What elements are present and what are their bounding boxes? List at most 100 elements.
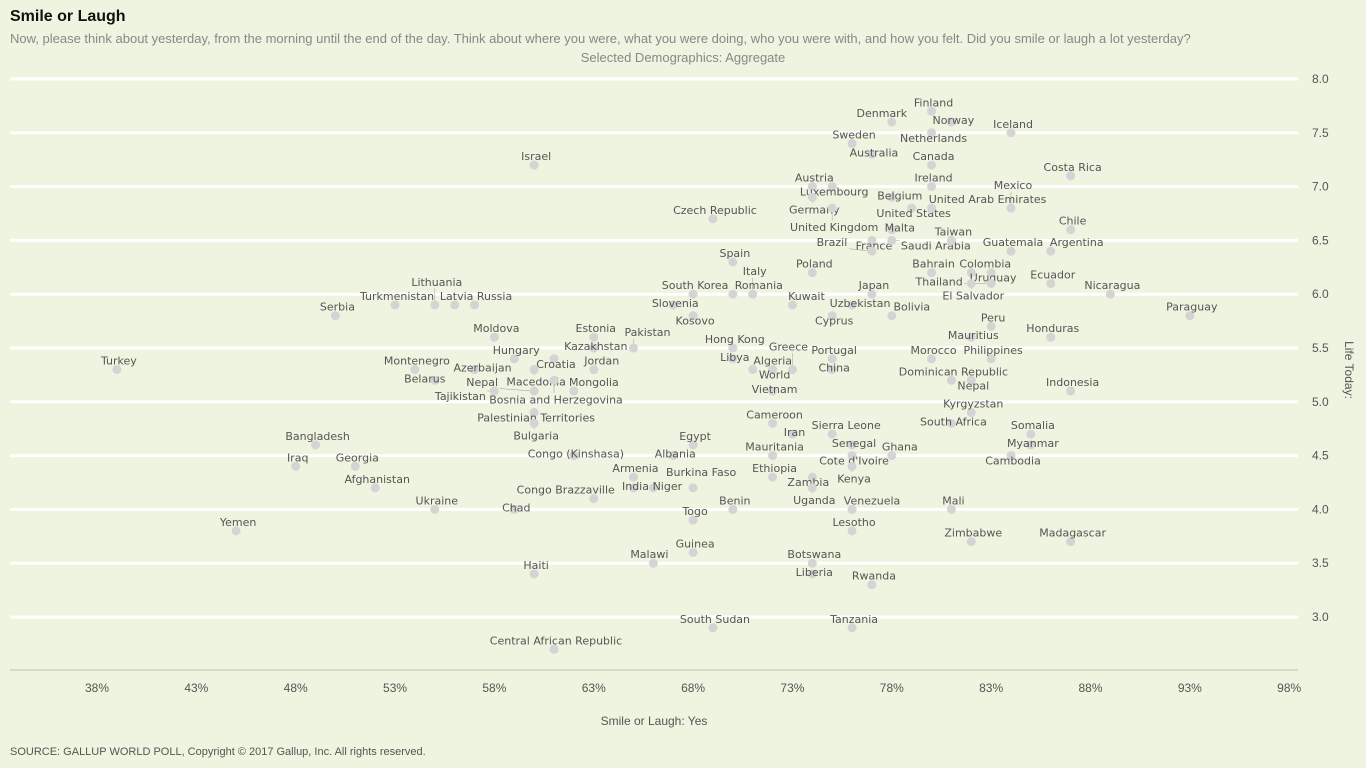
point-marker[interactable] (847, 623, 857, 633)
data-point[interactable]: United Arab Emirates (927, 193, 1047, 213)
point-marker[interactable] (768, 365, 778, 375)
point-marker[interactable] (1006, 203, 1016, 213)
data-point[interactable]: Thailand (915, 275, 996, 288)
point-marker[interactable] (648, 483, 658, 493)
point-marker[interactable] (589, 494, 599, 504)
data-point[interactable]: Mauritius (948, 329, 999, 342)
point-marker[interactable] (927, 268, 937, 278)
data-point[interactable]: Vietnam (752, 383, 798, 396)
data-point[interactable]: Bahrain (912, 258, 955, 278)
data-point[interactable]: Kuwait (787, 290, 826, 310)
point-marker[interactable] (807, 192, 817, 202)
point-marker[interactable] (569, 451, 579, 461)
data-point[interactable]: Tanzania (829, 613, 878, 633)
point-marker[interactable] (927, 160, 937, 170)
data-point[interactable]: Myanmar (1007, 437, 1059, 450)
point-marker[interactable] (768, 386, 778, 396)
point-marker[interactable] (946, 117, 956, 127)
point-marker[interactable] (847, 461, 857, 471)
point-marker[interactable] (489, 332, 499, 342)
data-point[interactable]: Philippines (964, 344, 1024, 364)
point-marker[interactable] (1026, 429, 1036, 439)
point-marker[interactable] (907, 203, 917, 213)
data-point[interactable]: Turkey (100, 355, 137, 375)
data-point[interactable]: Cameroon (746, 408, 803, 428)
point-marker[interactable] (370, 483, 380, 493)
data-point[interactable]: Argentina (1046, 236, 1104, 256)
data-point[interactable]: Bangladesh (285, 430, 350, 450)
point-marker[interactable] (768, 472, 778, 482)
data-point[interactable]: Ukraine (416, 494, 459, 514)
data-point[interactable]: Mali (942, 494, 965, 514)
point-marker[interactable] (807, 182, 817, 192)
point-marker[interactable] (827, 429, 837, 439)
point-marker[interactable] (966, 537, 976, 547)
point-marker[interactable] (589, 365, 599, 375)
data-point[interactable]: Sweden (832, 129, 876, 149)
data-point[interactable]: Moldova (473, 322, 520, 342)
data-point[interactable]: Iceland (993, 118, 1033, 138)
point-marker[interactable] (867, 580, 877, 590)
data-point[interactable]: Nicaragua (1084, 279, 1140, 299)
data-point[interactable]: Luxembourg (800, 182, 869, 199)
data-point[interactable]: Venezuela (844, 494, 901, 514)
point-marker[interactable] (887, 117, 897, 127)
point-marker[interactable] (847, 139, 857, 149)
data-point[interactable]: Algeria (748, 355, 792, 375)
data-point[interactable]: Zimbabwe (944, 527, 1002, 547)
point-marker[interactable] (807, 483, 817, 493)
data-point[interactable]: India (622, 480, 649, 493)
data-point[interactable]: Malawi (630, 548, 668, 568)
data-point[interactable]: Latvia (440, 290, 474, 310)
point-marker[interactable] (867, 246, 877, 256)
point-marker[interactable] (112, 365, 122, 375)
point-marker[interactable] (489, 386, 499, 396)
point-marker[interactable] (1066, 225, 1076, 235)
point-marker[interactable] (410, 365, 420, 375)
point-marker[interactable] (529, 365, 539, 375)
point-marker[interactable] (688, 515, 698, 525)
data-point[interactable]: Israel (521, 150, 551, 170)
point-marker[interactable] (807, 268, 817, 278)
data-point[interactable]: Egypt (679, 430, 712, 450)
point-marker[interactable] (966, 278, 976, 288)
point-marker[interactable] (728, 257, 738, 267)
point-marker[interactable] (827, 203, 837, 213)
data-point[interactable]: Indonesia (1046, 376, 1099, 396)
point-marker[interactable] (986, 321, 996, 331)
point-marker[interactable] (291, 461, 301, 471)
point-marker[interactable] (986, 278, 996, 288)
point-marker[interactable] (966, 408, 976, 418)
point-marker[interactable] (946, 504, 956, 514)
point-marker[interactable] (390, 300, 400, 310)
point-marker[interactable] (946, 418, 956, 428)
point-marker[interactable] (927, 203, 937, 213)
data-point[interactable]: Peru (981, 311, 1006, 331)
data-point[interactable]: Finland (914, 96, 953, 116)
data-point[interactable]: Costa Rica (1044, 161, 1102, 181)
point-marker[interactable] (847, 526, 857, 536)
point-marker[interactable] (311, 440, 321, 450)
data-point[interactable]: Nepal (957, 375, 989, 393)
data-point[interactable]: Slovenia (652, 297, 699, 310)
data-point[interactable]: Azerbaijan (453, 362, 511, 375)
point-marker[interactable] (728, 504, 738, 514)
data-point[interactable]: France (856, 235, 893, 253)
data-point[interactable]: Nepal (466, 376, 539, 396)
data-point[interactable]: Belarus (404, 372, 446, 385)
data-point[interactable]: Libya (720, 351, 749, 364)
point-marker[interactable] (787, 365, 797, 375)
point-marker[interactable] (847, 440, 857, 450)
point-marker[interactable] (688, 440, 698, 450)
data-point[interactable]: South Sudan (680, 613, 750, 633)
point-marker[interactable] (708, 623, 718, 633)
point-marker[interactable] (847, 504, 857, 514)
data-point[interactable]: Cambodia (985, 451, 1041, 468)
point-marker[interactable] (768, 451, 778, 461)
data-point[interactable]: Georgia (336, 451, 379, 471)
data-point[interactable]: Botswana (787, 548, 841, 568)
data-point[interactable]: Colombia (959, 258, 1011, 278)
data-point[interactable]: Turkmenistan (359, 290, 434, 310)
point-marker[interactable] (529, 408, 539, 418)
point-marker[interactable] (827, 311, 837, 321)
